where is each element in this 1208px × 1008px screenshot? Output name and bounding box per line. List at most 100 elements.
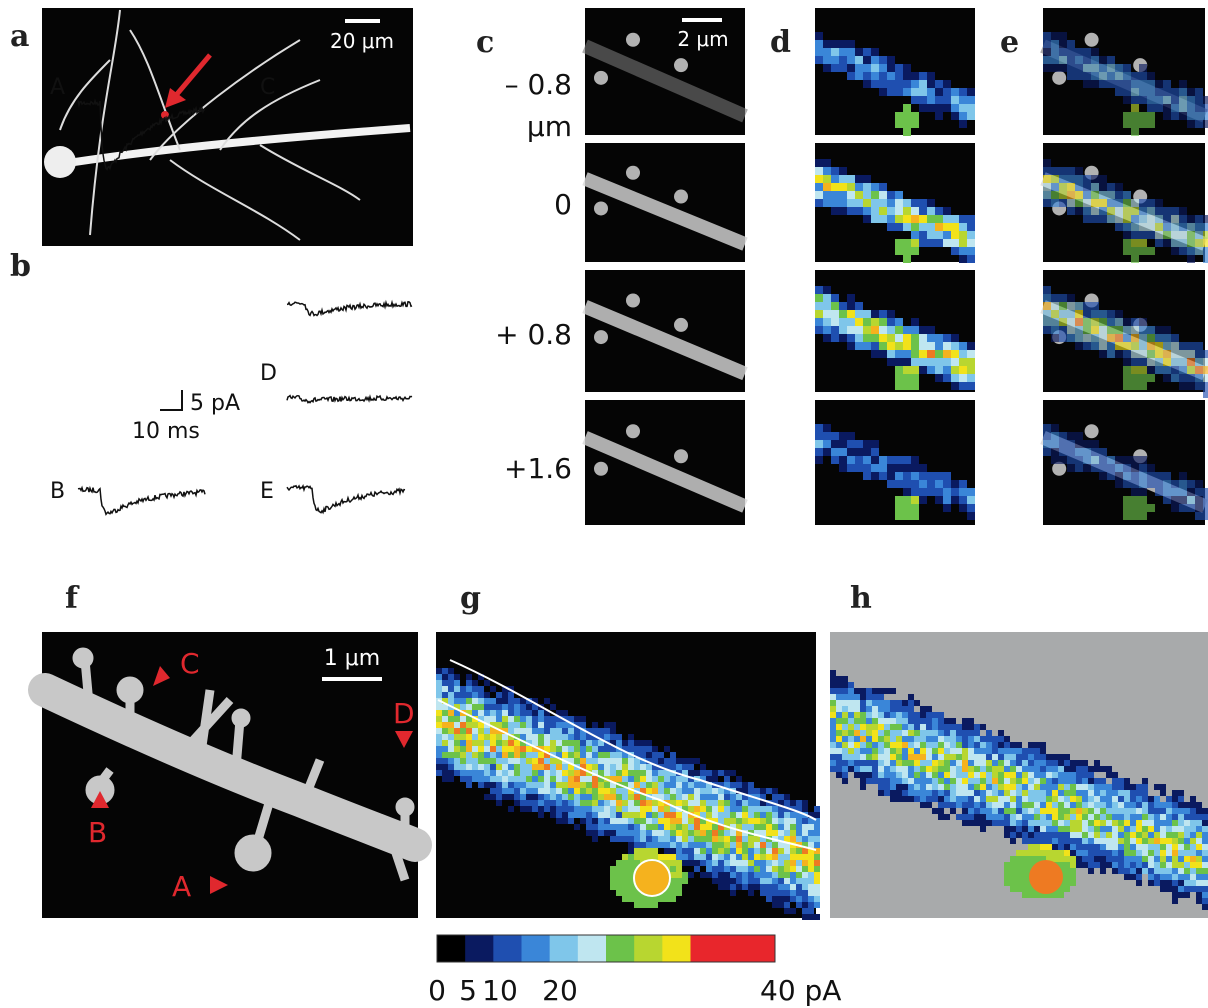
pixel	[736, 794, 742, 800]
pixel	[872, 766, 878, 772]
pixel	[544, 800, 550, 806]
pixel	[514, 710, 520, 716]
pixel	[562, 812, 568, 818]
pixel	[890, 742, 896, 748]
pixel	[484, 740, 490, 746]
pixel	[866, 712, 872, 718]
pixel	[935, 480, 943, 488]
pixel	[1034, 748, 1040, 754]
pixel	[895, 358, 903, 366]
pixel	[1028, 820, 1034, 826]
pixel	[1131, 88, 1139, 96]
pixel	[1064, 790, 1070, 796]
pixel	[1034, 856, 1040, 862]
pixel	[1082, 784, 1088, 790]
pixel	[974, 772, 980, 778]
pixel	[1124, 838, 1130, 844]
pixel	[718, 806, 724, 812]
pixel	[908, 736, 914, 742]
pixel	[842, 700, 848, 706]
pixel	[580, 752, 586, 758]
pixel	[1178, 880, 1184, 886]
pixel	[1100, 868, 1106, 874]
pixel	[670, 896, 676, 902]
pixel	[556, 776, 562, 782]
pixel	[1088, 826, 1094, 832]
pixel	[847, 432, 855, 440]
pixel	[1171, 496, 1179, 504]
spine	[594, 330, 608, 344]
pixel	[490, 734, 496, 740]
pixel	[682, 830, 688, 836]
pixel	[1076, 838, 1082, 844]
pixel	[1131, 207, 1139, 215]
pixel	[814, 854, 820, 860]
pixel	[580, 716, 586, 722]
pixel	[1123, 374, 1131, 382]
pixel	[574, 752, 580, 758]
pixel	[1070, 802, 1076, 808]
pixel	[1052, 784, 1058, 790]
pixel	[1051, 191, 1059, 199]
pixel	[847, 199, 855, 207]
pixel	[959, 104, 967, 112]
pixel	[908, 754, 914, 760]
pixel	[742, 884, 748, 890]
pixel	[1076, 862, 1082, 868]
pixel	[855, 448, 863, 456]
pixel	[1010, 748, 1016, 754]
pixel	[950, 754, 956, 760]
pixel	[823, 286, 831, 294]
pixel	[676, 836, 682, 842]
pixel	[496, 734, 502, 740]
pixel	[887, 480, 895, 488]
pixel	[1184, 868, 1190, 874]
pixel	[1016, 874, 1022, 880]
pixel	[1016, 748, 1022, 754]
pixel	[920, 784, 926, 790]
pixel	[790, 908, 796, 914]
pixel	[790, 800, 796, 806]
pixel	[855, 175, 863, 183]
pixel	[1142, 778, 1148, 784]
pixel	[1171, 504, 1179, 512]
pixel	[760, 812, 766, 818]
pixel	[1040, 826, 1046, 832]
pixel	[640, 770, 646, 776]
pixel	[1022, 748, 1028, 754]
pixel	[1142, 832, 1148, 838]
pixel	[1131, 464, 1139, 472]
pixel	[616, 812, 622, 818]
pixel	[1184, 886, 1190, 892]
pixel	[951, 488, 959, 496]
pixel	[895, 223, 903, 231]
pixel	[1076, 784, 1082, 790]
pixel	[1115, 464, 1123, 472]
pixel	[920, 706, 926, 712]
pixel	[1178, 838, 1184, 844]
pixel	[1100, 796, 1106, 802]
pixel	[1004, 832, 1010, 838]
pixel	[938, 724, 944, 730]
pixel	[998, 730, 1004, 736]
pixel	[640, 824, 646, 830]
pixel	[604, 722, 610, 728]
pixel	[496, 752, 502, 758]
pixel	[878, 742, 884, 748]
pixel	[932, 784, 938, 790]
pixel	[903, 88, 911, 96]
pixel	[911, 382, 919, 390]
pixel	[544, 782, 550, 788]
pixel	[1172, 820, 1178, 826]
pixel	[980, 814, 986, 820]
pixel	[872, 712, 878, 718]
pixel	[748, 854, 754, 860]
pixel	[1051, 167, 1059, 175]
pixel	[842, 754, 848, 760]
pixel	[920, 790, 926, 796]
pixel	[1091, 175, 1099, 183]
pixel	[592, 764, 598, 770]
pixel	[823, 294, 831, 302]
pixel	[508, 764, 514, 770]
pixel	[520, 716, 526, 722]
